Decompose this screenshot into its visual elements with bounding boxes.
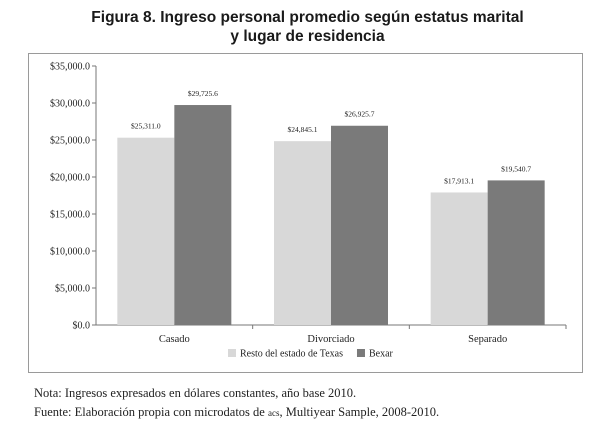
- y-tick-label: $20,000.0: [50, 173, 90, 184]
- y-tick-label: $30,000.0: [50, 99, 90, 110]
- chart-title-line-1: Figura 8. Ingreso personal promedio segú…: [91, 9, 524, 26]
- y-tick-label: $15,000.0: [50, 210, 90, 221]
- data-label: $29,725.6: [188, 89, 218, 98]
- legend-label: Bexar: [369, 349, 394, 360]
- chart-frame: [28, 53, 583, 373]
- source-suffix: , Multiyear Sample, 2008-2010.: [279, 405, 440, 419]
- source-prefix: Fuente: Elaboración propia con microdato…: [34, 405, 268, 419]
- legend-label: Resto del estado de Texas: [240, 349, 343, 360]
- x-tick-label: Casado: [159, 334, 190, 345]
- data-label: $17,913.1: [444, 176, 474, 185]
- source-acronym: acs: [267, 408, 280, 418]
- bar-resto-texas-casado: [117, 137, 175, 325]
- x-tick-label: Divorciado: [307, 334, 354, 345]
- data-label: $24,845.1: [288, 125, 318, 134]
- y-tick-label: $10,000.0: [50, 247, 90, 258]
- x-tick-label: Separado: [468, 334, 507, 345]
- chart-source: Fuente: Elaboración propia con microdato…: [34, 405, 439, 420]
- bar-bexar-divorciado: [331, 125, 388, 325]
- bar-resto-texas-separado: [430, 192, 488, 325]
- legend-swatch-resto-texas: [228, 349, 236, 357]
- y-tick-label: $5,000.0: [55, 284, 90, 295]
- chart-note: Nota: Ingresos expresados en dólares con…: [34, 386, 357, 400]
- bar-resto-texas-divorciado: [274, 141, 331, 325]
- data-label: $26,925.7: [345, 110, 375, 119]
- y-tick-label: $35,000.0: [50, 62, 90, 73]
- bar-bexar-separado: [487, 180, 545, 325]
- y-tick-label: $0.0: [73, 321, 91, 332]
- legend-swatch-bexar: [356, 349, 365, 357]
- data-label: $25,311.0: [131, 122, 161, 131]
- data-label: $19,540.7: [501, 164, 531, 173]
- bar-bexar-casado: [174, 105, 232, 325]
- y-tick-label: $25,000.0: [50, 136, 90, 147]
- chart-title-line-2: y lugar de residencia: [230, 28, 385, 45]
